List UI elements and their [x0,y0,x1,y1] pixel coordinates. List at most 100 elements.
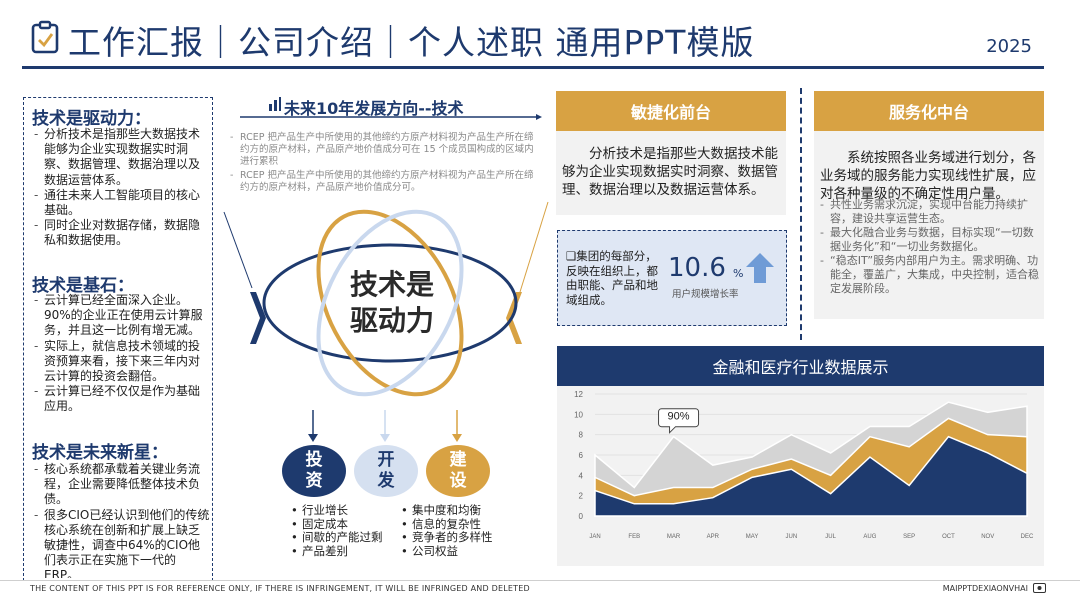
stat-value: 10.6 [668,253,726,283]
circle-label: 投 [305,450,323,470]
x-tick-label: APR [707,534,720,540]
logo-icon [1033,583,1046,593]
decorative-diagonal-line [223,211,253,289]
x-tick-label: AUG [863,534,876,540]
x-tick-label: MAY [746,534,759,540]
cornerstone-list: 云计算已经全面深入企业。90%的企业正在使用云计算服务，并且这一比例有增无减。 … [30,293,210,415]
circle-label: 建 [449,450,467,470]
x-tick-label: FEB [628,534,640,540]
x-tick-label: JUN [786,534,798,540]
future-list: 核心系统都承载着关键业务流程，企业需要降低整体技术负债。 很多CIO已经认识到他… [30,462,210,578]
factor-list-left: 行业增长 固定成本 间歇的产能过剩 产品差别 [290,503,383,559]
list-item: 同时企业对数据存储，数据隐私和数据使用。 [30,218,210,248]
y-tick-label: 10 [574,410,583,419]
note-paragraph: - RCEP 把产品生产中所使用的其他缔约方原产材料视为产品生产所在缔约方的原产材… [230,132,534,168]
footer-divider [0,580,1080,581]
x-tick-label: NOV [981,534,994,540]
list-item: 间歇的产能过剩 [290,530,383,545]
x-tick-label: DEC [1021,534,1034,540]
heading-underline-arrow [240,114,542,120]
list-item: 分析技术是指那些大数据技术能够为企业实现数据实时洞察、数据管理、数据治理以及数据… [30,127,210,188]
orbit-diagram [262,209,518,397]
service-middle-header: 服务化中台 [814,91,1044,131]
list-item: 信息的复杂性 [400,517,493,532]
arrow-down-icon [380,410,390,442]
build-circle: 建 设 [426,445,490,497]
core-line: 技术是 [349,268,434,301]
footer-brand: MAIPPTDEXIAONVHAI [942,584,1028,593]
year-label: 2025 [986,36,1032,57]
y-tick-label: 0 [579,512,584,521]
vertical-divider [800,88,802,340]
x-tick-label: OCT [942,534,955,540]
chart-icon [269,97,281,111]
y-tick-label: 4 [579,471,584,480]
agile-description: 分析技术是指那些大数据技术能够为企业实现数据实时洞察、数据管理、数据治理以及数据… [562,146,778,198]
center-heading: 未来10年发展方向--技术 [240,92,542,120]
circle-label: 设 [449,471,467,491]
stat-unit: % [733,267,744,280]
stat-description: ❑集团的每部分，反映在组织上，都由职能、产品和地域组成。 [566,249,658,307]
list-item: 共性业务需求沉淀，实现中台能力持续扩容，建设共享运营生态。 [816,198,1044,226]
service-description: 系统按照各业务域进行划分，各业务域的服务能力实现线性扩展，应对各种量级的不确定性… [820,150,1036,202]
section-heading-driver: 技术是驱动力： [32,109,151,129]
list-item: 云计算已经全面深入企业。90%的企业正在使用云计算服务，并且这一比例有增无减。 [30,293,210,339]
agile-frontend-header: 敏捷化前台 [556,91,786,131]
list-item: 公司权益 [400,544,493,559]
list-item: 固定成本 [290,517,383,532]
x-tick-label: MAR [667,534,681,540]
stat-label: 用户规模增长率 [672,289,739,300]
circle-label: 开 [377,450,395,470]
circle-label: 发 [377,471,395,491]
arrow-down-icon [308,410,318,442]
list-item: 竞争者的多样性 [400,530,493,545]
chevron-left-icon [506,292,522,344]
clipboard-icon [31,20,59,54]
chart-container: 0 2 4 6 8 10 12 JAN FEB MAR APR MAY JUN JUL AUG SEP OCT N… [557,386,1044,566]
list-item: 集中度和均衡 [400,503,493,518]
core-concept: 技术是 驱动力 [336,267,448,339]
decorative-diagonal-line [519,201,549,293]
list-item: 通往未来人工智能项目的核心基础。 [30,188,210,218]
factor-list-right: 集中度和均衡 信息的复杂性 竞争者的多样性 公司权益 [400,503,493,559]
chevron-right-icon [250,292,266,344]
note-text: RCEP 把产品生产中所使用的其他缔约方原产材料视为产品生产所在缔约方的原产材料… [240,132,534,168]
list-item: 云计算已经不仅仅是作为基础应用。 [30,384,210,414]
invest-circle: 投 资 [282,445,346,497]
list-item: 核心系统都承载着关键业务流程，企业需要降低整体技术负债。 [30,462,210,508]
center-heading-text: 未来10年发展方向--技术 [284,99,464,118]
header-divider [22,66,1044,69]
note-paragraph: - RCEP 把产品生产中所使用的其他缔约方原产材料视为产品生产所在缔约方的原产材… [230,170,534,194]
section-heading-future: 技术是未来新星： [32,443,168,463]
page-title: 工作汇报｜公司介绍｜个人述职 通用PPT模版 [68,23,755,62]
list-item: 实际上，就信息技术领域的投资预算来看，接下来三年内对云计算的投资会翻倍。 [30,339,210,385]
left-panel: 技术是驱动力： 分析技术是指那些大数据技术能够为企业实现数据实时洞察、数据管理、… [23,97,213,581]
y-tick-label: 12 [574,390,583,399]
x-tick-label: JUL [825,534,836,540]
core-line: 驱动力 [349,304,434,337]
footer-notice: THE CONTENT OF THIS PPT IS FOR REFERENCE… [30,584,530,593]
arrow-up-icon [746,253,774,283]
stat-box: ❑集团的每部分，反映在组织上，都由职能、产品和地域组成。 10.6 % 用户规模… [557,230,787,326]
y-tick-label: 2 [579,492,584,501]
list-item: 最大化融合业务与数据，目标实现“一切数据业务化”和“一切业务数据化。 [816,226,1044,254]
annotation-label: 90% [668,411,690,423]
annotation-callout: 90% [658,408,700,434]
list-item: 行业增长 [290,503,383,518]
x-tick-label: SEP [903,534,915,540]
chart-title: 金融和医疗行业数据展示 [557,346,1044,386]
service-list: 共性业务需求沉淀，实现中台能力持续扩容，建设共享运营生态。 最大化融合业务与数据… [816,198,1044,296]
list-item: 很多CIO已经认识到他们的传统核心系统在创新和扩展上缺乏敏捷性，调查中64%的C… [30,508,210,578]
y-tick-label: 6 [579,451,584,460]
circle-label: 资 [305,471,323,491]
note-text: RCEP 把产品生产中所使用的其他缔约方原产材料视为产品生产所在缔约方的原产材料… [240,170,534,194]
list-item: “稳态IT”服务内部用户为主。需求明确、功能全，覆盖广，大集成，中央控制，适合稳… [816,254,1044,296]
develop-circle: 开 发 [354,445,418,497]
x-tick-label: JAN [589,534,600,540]
driver-list: 分析技术是指那些大数据技术能够为企业实现数据实时洞察、数据管理、数据治理以及数据… [30,127,210,249]
area-chart: 0 2 4 6 8 10 12 JAN FEB MAR APR MAY JUN JUL AUG SEP OCT N… [574,390,1034,540]
list-item: 产品差别 [290,544,383,559]
agile-card-body [556,131,786,215]
area-series-1 [594,435,1028,517]
y-tick-label: 8 [579,431,584,440]
